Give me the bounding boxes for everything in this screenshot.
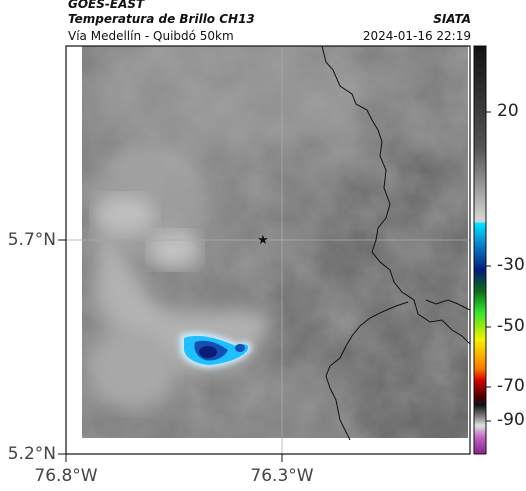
colorbar-label: -30 — [497, 255, 525, 275]
y-tick-label: 5.7°N — [7, 230, 56, 250]
x-tick-label: 76.3°W — [250, 466, 314, 486]
x-tick-label: 76.8°W — [34, 466, 98, 486]
star-icon: ★ — [257, 233, 269, 248]
colorbar — [473, 45, 491, 455]
colorbar-label: -70 — [497, 376, 525, 396]
timestamp: 2024-01-16 22:19 — [362, 29, 471, 43]
map-frame — [65, 45, 471, 455]
satellite-name: GOES-EAST — [68, 0, 145, 11]
product-title: Temperatura de Brillo CH13 — [68, 12, 255, 26]
colorbar-label: -50 — [497, 316, 525, 336]
colorbar-label: -90 — [497, 410, 525, 430]
boundary-lines — [321, 45, 471, 441]
y-tick-label: 5.2°N — [7, 444, 56, 464]
brightness-temperature-field — [82, 46, 468, 438]
colorbar-label: 20 — [497, 101, 519, 121]
route-label: Vía Medellín - Quibdó 50km — [68, 29, 234, 43]
cold-cloud-cluster — [180, 332, 252, 368]
organization-label: SIATA — [433, 12, 471, 26]
